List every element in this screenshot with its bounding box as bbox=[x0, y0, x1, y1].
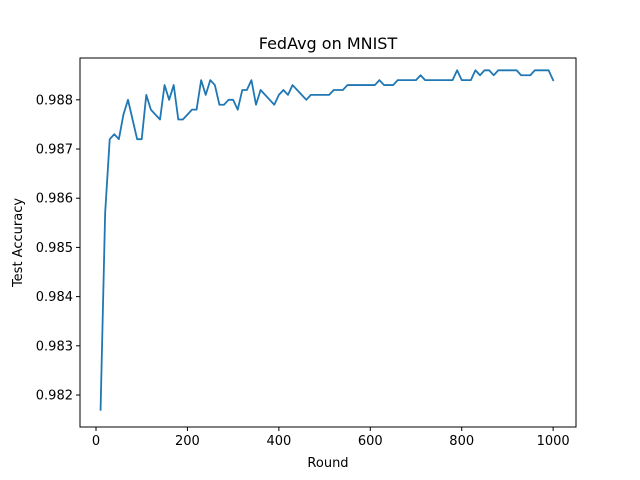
x-tick-label: 800 bbox=[449, 434, 474, 449]
axes-frame bbox=[79, 57, 577, 428]
accuracy-series-line bbox=[99, 69, 555, 411]
chart-title: FedAvg on MNIST bbox=[259, 34, 398, 53]
x-axis-label: Round bbox=[307, 456, 348, 471]
x-tick-label: 600 bbox=[358, 434, 383, 449]
y-tick-label: 0.982 bbox=[36, 389, 73, 404]
y-tick-label: 0.984 bbox=[36, 290, 73, 305]
y-tick-label: 0.985 bbox=[36, 241, 73, 256]
x-tick-label: 1000 bbox=[537, 434, 570, 449]
y-tick-label: 0.986 bbox=[36, 192, 73, 207]
x-axis: 0 200 400 600 800 1000 bbox=[92, 427, 570, 449]
plot-area bbox=[99, 69, 555, 411]
y-axis-label: Test Accuracy bbox=[11, 198, 26, 288]
y-tick-label: 0.987 bbox=[36, 143, 73, 158]
x-tick-label: 400 bbox=[266, 434, 291, 449]
y-axis: 0.982 0.983 0.984 0.985 0.986 0.987 0.988 bbox=[36, 93, 80, 404]
y-tick-label: 0.988 bbox=[36, 93, 73, 108]
y-tick-label: 0.983 bbox=[36, 339, 73, 354]
x-tick-label: 200 bbox=[175, 434, 200, 449]
x-tick-label: 0 bbox=[92, 434, 100, 449]
